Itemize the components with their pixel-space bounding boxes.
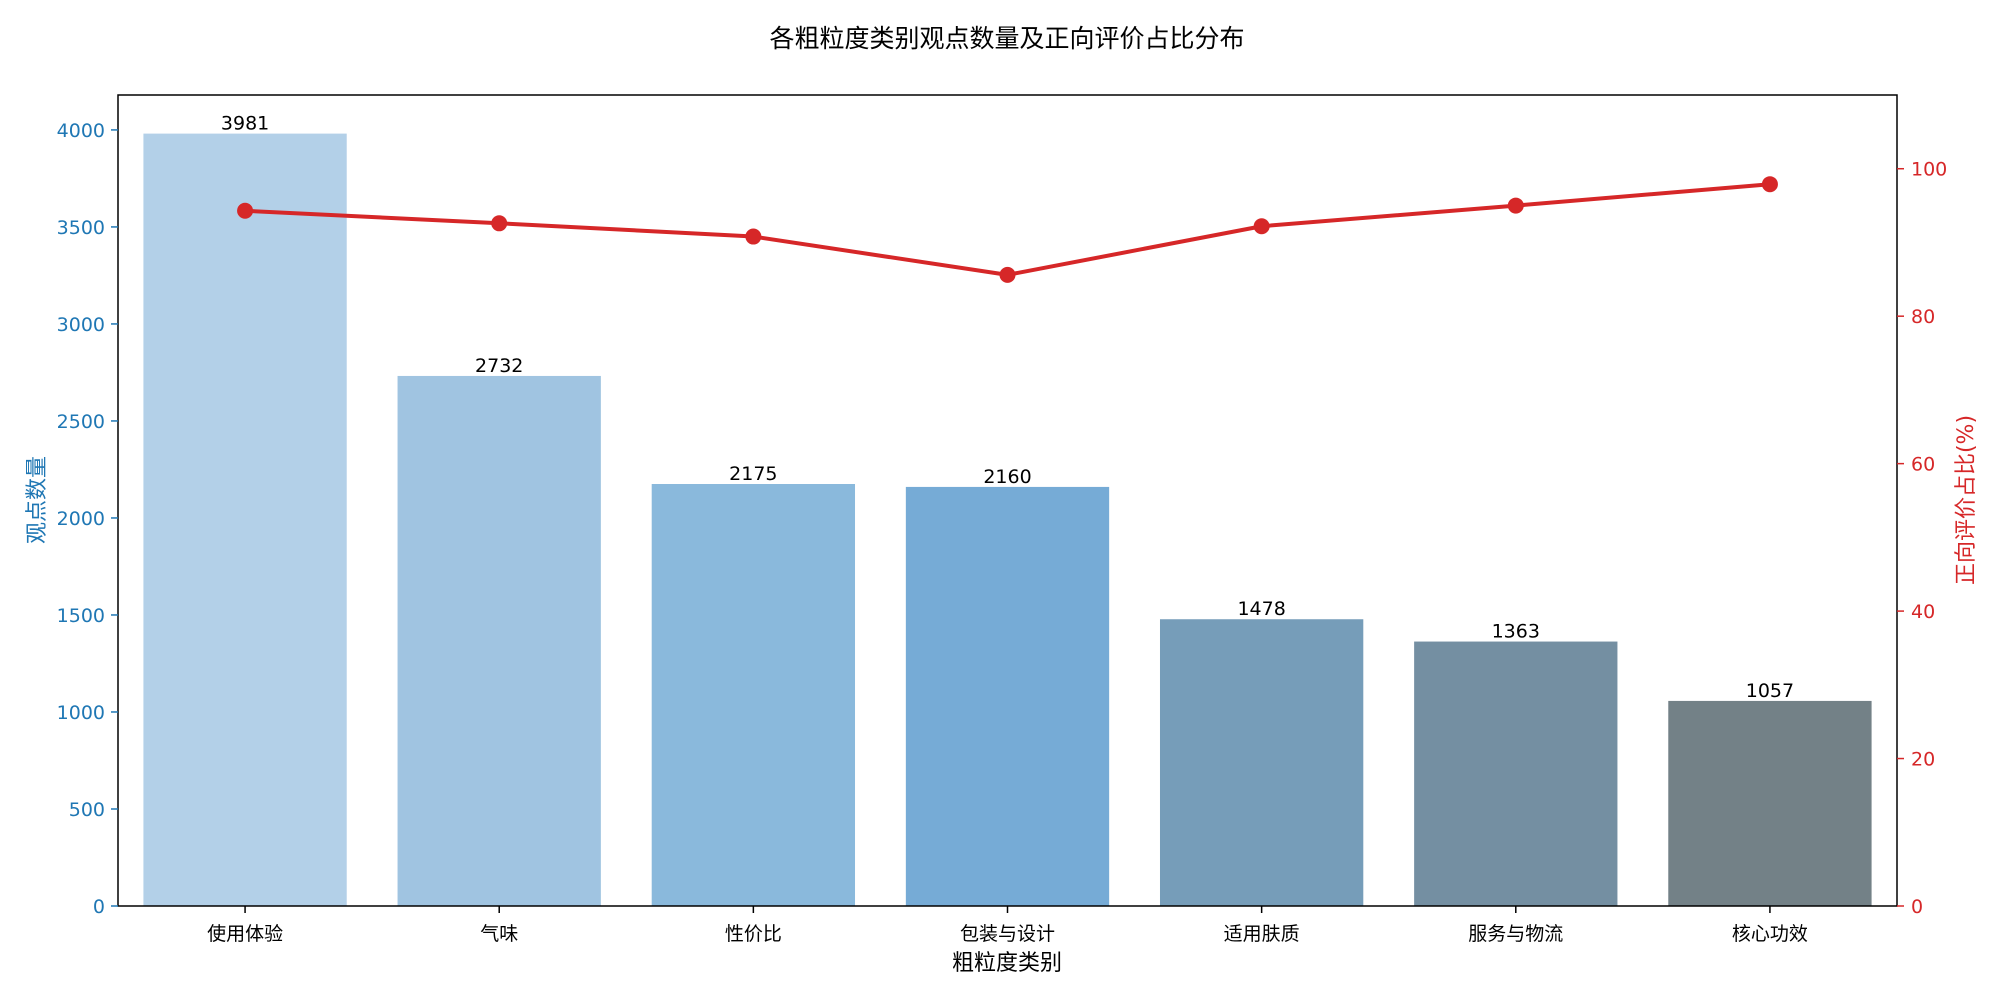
- bar-2: [397, 375, 601, 907]
- positive-ratio-point: [1253, 218, 1270, 235]
- x-tick-label: 使用体验: [207, 923, 283, 945]
- bar-3: [651, 484, 856, 906]
- y-tick-label: 2500: [57, 411, 105, 433]
- y2-tick-label: 20: [1911, 749, 1935, 771]
- y2-tick-label: 80: [1911, 306, 1935, 328]
- bar-value-label: 1363: [1492, 621, 1540, 643]
- x-tick-label: 包装与设计: [960, 923, 1055, 945]
- bar-value-label: 2175: [729, 463, 777, 485]
- bar-value-label: 1057: [1746, 680, 1794, 702]
- x-tick-label: 适用肤质: [1224, 923, 1300, 945]
- y-tick-label: 3000: [57, 314, 105, 336]
- y-tick-label: 1500: [57, 605, 105, 627]
- bar-value-label: 2732: [475, 355, 523, 377]
- positive-ratio-line: [244, 182, 1771, 277]
- bar-1: [143, 133, 347, 906]
- positive-ratio-point: [491, 215, 508, 232]
- y2-tick-label: 60: [1911, 454, 1935, 476]
- positive-ratio-point: [999, 266, 1016, 283]
- bar-7: [1668, 700, 1872, 906]
- y-tick-label: 4000: [57, 120, 105, 142]
- x-axis-title: 粗粒度类别: [952, 951, 1062, 976]
- x-tick-label: 核心功效: [1732, 923, 1808, 945]
- y-tick-label: 2000: [57, 508, 105, 530]
- y-tick-label: 0: [93, 896, 105, 918]
- bar-value-label: 1478: [1237, 598, 1285, 620]
- y-axis-left-ticks: 0 500 1000 1500 2000 2500 3000 3500 4000: [57, 120, 118, 918]
- y2-tick-label: 0: [1911, 896, 1923, 918]
- positive-ratio-point: [1507, 197, 1524, 214]
- y2-tick-label: 100: [1911, 159, 1947, 181]
- y-axis-right-ticks: 0 20 40 60 80 100: [1897, 159, 1947, 918]
- y2-tick-label: 40: [1911, 601, 1935, 623]
- bar-value-labels: 3981 2732 2175 2160 1478 1363 1057: [221, 113, 1794, 702]
- bar-series: [143, 133, 1872, 907]
- x-tick-label: 服务与物流: [1468, 923, 1563, 945]
- bar-value-label: 2160: [983, 466, 1031, 488]
- x-tick-label: 气味: [480, 923, 518, 945]
- x-tick-label: 性价比: [725, 923, 782, 945]
- bar-4: [905, 486, 1110, 906]
- positive-ratio-point: [1761, 176, 1778, 193]
- chart-title: 各粗粒度类别观点数量及正向评价占比分布: [769, 24, 1244, 53]
- x-axis-ticks: 使用体验 气味 性价比 包装与设计 适用肤质 服务与物流 核心功效: [207, 906, 1808, 945]
- positive-ratio-series: [237, 176, 1778, 283]
- positive-ratio-point: [237, 202, 254, 219]
- y-tick-label: 1000: [57, 702, 105, 724]
- bar-6: [1414, 641, 1618, 906]
- bar-5: [1159, 619, 1364, 906]
- bar-value-label: 3981: [221, 113, 269, 135]
- y-axis-left-title: 观点数量: [25, 456, 50, 544]
- y-tick-label: 500: [69, 799, 105, 821]
- y-tick-label: 3500: [57, 217, 105, 239]
- positive-ratio-point: [745, 228, 762, 245]
- y-axis-right-title: 正向评价占比(%): [1954, 415, 1979, 585]
